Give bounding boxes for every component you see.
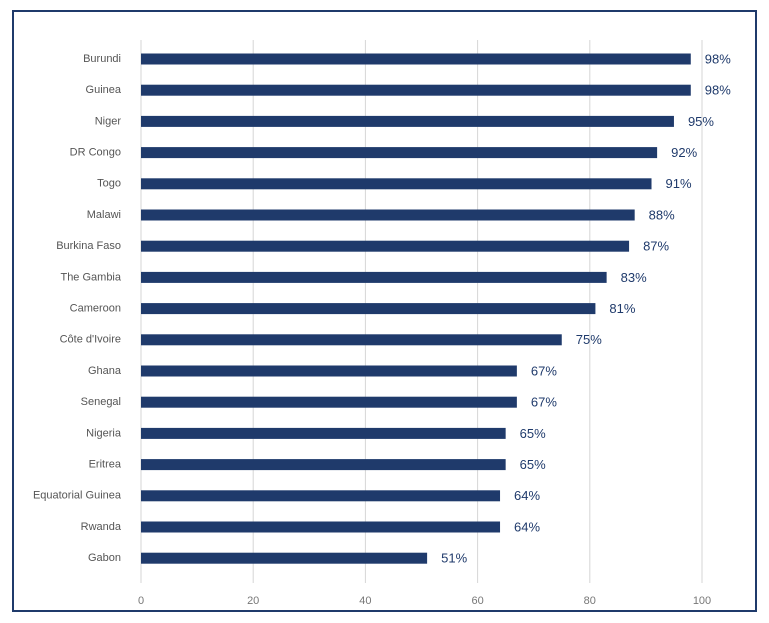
x-tick-label: 60 <box>471 595 483 607</box>
x-tick-label: 0 <box>138 595 144 607</box>
bar <box>141 178 652 190</box>
category-label: Cameroon <box>70 303 121 315</box>
x-tick-label: 80 <box>584 595 596 607</box>
category-label: Guinea <box>86 84 122 96</box>
bar <box>141 53 691 65</box>
x-tick-label: 20 <box>247 595 259 607</box>
x-tick-label: 100 <box>693 595 711 607</box>
category-label: Burkina Faso <box>56 240 121 252</box>
category-label: Eritrea <box>89 459 122 471</box>
category-label: Burundi <box>83 53 121 65</box>
data-label: 91% <box>666 176 692 191</box>
data-label: 98% <box>705 83 731 98</box>
bar <box>141 365 517 377</box>
bar <box>141 115 674 127</box>
bar <box>141 303 596 315</box>
data-label: 65% <box>520 457 546 472</box>
category-label: Malawi <box>87 209 121 221</box>
data-label: 65% <box>520 426 546 441</box>
category-label: Ghana <box>88 365 122 377</box>
category-label: Rwanda <box>81 521 122 533</box>
bar <box>141 552 428 564</box>
category-label: Senegal <box>81 396 121 408</box>
bar <box>141 396 517 408</box>
bar <box>141 459 506 471</box>
data-label: 95% <box>688 114 714 129</box>
bar <box>141 147 658 159</box>
bar <box>141 490 501 502</box>
data-label: 67% <box>531 363 557 378</box>
bar <box>141 209 635 221</box>
category-label: Equatorial Guinea <box>33 490 122 502</box>
bar <box>141 521 501 533</box>
category-label: Côte d'Ivoire <box>60 334 121 346</box>
bar <box>141 271 607 283</box>
category-label: Niger <box>95 115 122 127</box>
data-label: 75% <box>576 332 602 347</box>
data-label: 92% <box>671 145 697 160</box>
category-label: Nigeria <box>86 427 122 439</box>
category-label: Togo <box>97 178 121 190</box>
category-label: The Gambia <box>60 271 121 283</box>
bar <box>141 334 562 346</box>
chart-frame: 0 20 40 60 80 100 Burundi 98% Guinea 98% Niger 95% D… <box>12 10 757 612</box>
data-label: 98% <box>705 51 731 66</box>
data-label: 81% <box>609 301 635 316</box>
category-label: DR Congo <box>70 147 121 159</box>
data-label: 64% <box>514 488 540 503</box>
bar-chart: 0 20 40 60 80 100 Burundi 98% Guinea 98% Niger 95% D… <box>33 40 731 607</box>
data-label: 51% <box>441 551 467 566</box>
data-label: 88% <box>649 207 675 222</box>
x-tick-label: 40 <box>359 595 371 607</box>
bar <box>141 240 630 252</box>
bar <box>141 84 691 96</box>
data-label: 67% <box>531 395 557 410</box>
category-label: Gabon <box>88 552 121 564</box>
data-label: 64% <box>514 519 540 534</box>
data-label: 87% <box>643 239 669 254</box>
data-label: 83% <box>621 270 647 285</box>
bar <box>141 427 506 439</box>
